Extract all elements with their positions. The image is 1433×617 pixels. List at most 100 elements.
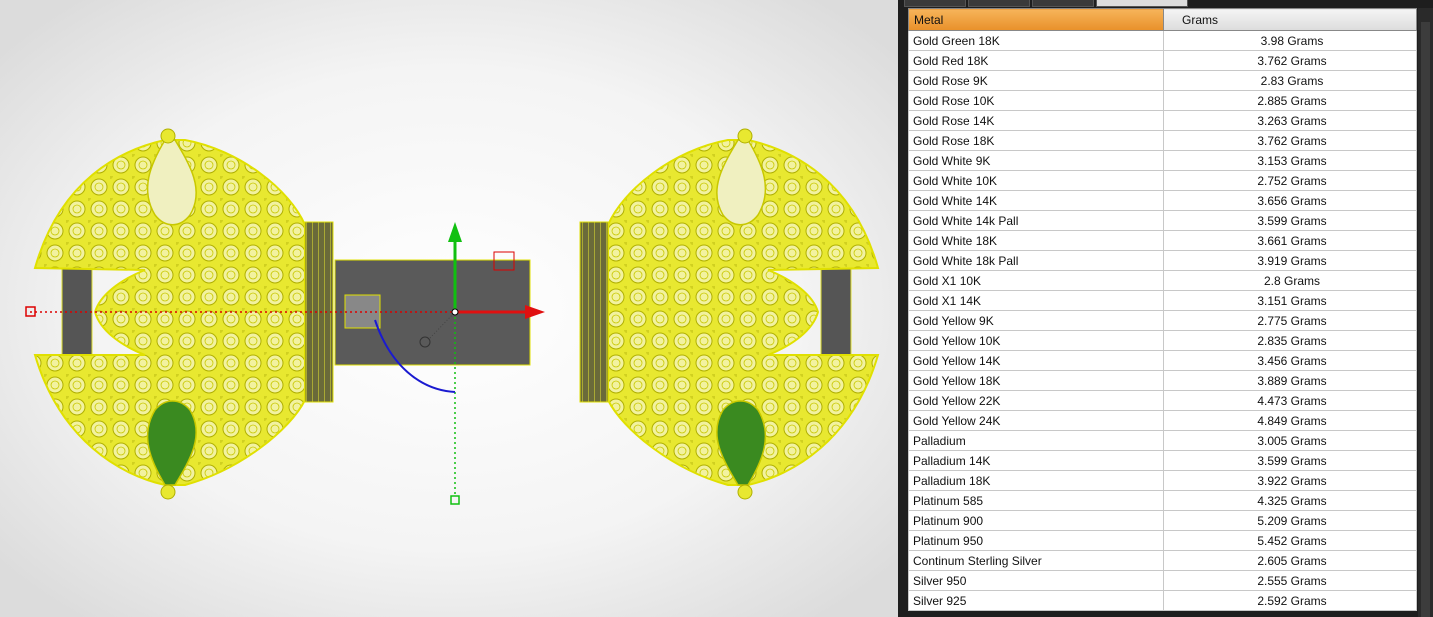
grams-cell: 3.263 Grams	[1163, 110, 1417, 131]
table-row[interactable]: Platinum 585 4.325 Grams	[908, 490, 1417, 511]
x-handle[interactable]	[25, 306, 36, 317]
metal-cell: Gold Red 18K	[908, 50, 1164, 71]
header-row: Metal Grams	[908, 8, 1417, 31]
plane-handle[interactable]	[493, 251, 515, 271]
table-row[interactable]: Silver 950 2.555 Grams	[908, 570, 1417, 591]
table-row[interactable]: Gold Rose 14K 3.263 Grams	[908, 110, 1417, 131]
table-row[interactable]: Gold Yellow 10K 2.835 Grams	[908, 330, 1417, 351]
metal-cell: Silver 950	[908, 570, 1164, 591]
table-row[interactable]: Platinum 950 5.452 Grams	[908, 530, 1417, 551]
table-row[interactable]: Palladium 3.005 Grams	[908, 430, 1417, 451]
metal-cell: Gold X1 14K	[908, 290, 1164, 311]
table-row[interactable]: Palladium 14K 3.599 Grams	[908, 450, 1417, 471]
grams-cell: 4.325 Grams	[1163, 490, 1417, 511]
viewport[interactable]	[0, 0, 898, 617]
metal-cell: Silver 925	[908, 590, 1164, 611]
metal-cell: Gold White 18k Pall	[908, 250, 1164, 271]
grams-cell: 3.599 Grams	[1163, 210, 1417, 231]
metal-cell: Gold X1 10K	[908, 270, 1164, 291]
table-row[interactable]: Gold White 14K 3.656 Grams	[908, 190, 1417, 211]
grams-cell: 3.151 Grams	[1163, 290, 1417, 311]
grams-cell: 2.83 Grams	[1163, 70, 1417, 91]
metal-cell: Gold Yellow 24K	[908, 410, 1164, 431]
metal-cell: Gold White 18K	[908, 230, 1164, 251]
table-row[interactable]: Gold White 18K 3.661 Grams	[908, 230, 1417, 251]
grams-cell: 3.922 Grams	[1163, 470, 1417, 491]
metal-cell: Gold Yellow 10K	[908, 330, 1164, 351]
metal-cell: Platinum 900	[908, 510, 1164, 531]
table-row[interactable]: Silver 925 2.592 Grams	[908, 590, 1417, 611]
metal-cell: Gold White 14K	[908, 190, 1164, 211]
y-arrow[interactable]	[448, 222, 462, 242]
table-row[interactable]: Continum Sterling Silver 2.605 Grams	[908, 550, 1417, 571]
metal-cell: Gold Rose 14K	[908, 110, 1164, 131]
x-arrow[interactable]	[525, 305, 545, 319]
metal-cell: Platinum 950	[908, 530, 1164, 551]
grams-cell: 2.8 Grams	[1163, 270, 1417, 291]
table-row[interactable]: Gold Rose 9K 2.83 Grams	[908, 70, 1417, 91]
table-row[interactable]: Gold White 10K 2.752 Grams	[908, 170, 1417, 191]
grams-cell: 2.752 Grams	[1163, 170, 1417, 191]
grams-cell: 3.762 Grams	[1163, 130, 1417, 151]
table-row[interactable]: Gold Red 18K 3.762 Grams	[908, 50, 1417, 71]
grams-cell: 4.849 Grams	[1163, 410, 1417, 431]
grams-cell: 2.555 Grams	[1163, 570, 1417, 591]
metal-cell: Gold Yellow 14K	[908, 350, 1164, 371]
scale-line	[429, 311, 456, 339]
table-row[interactable]: Gold Yellow 14K 3.456 Grams	[908, 350, 1417, 371]
metal-cell: Gold Yellow 18K	[908, 370, 1164, 391]
metal-cell: Palladium	[908, 430, 1164, 451]
grams-cell: 5.209 Grams	[1163, 510, 1417, 531]
grams-cell: 2.592 Grams	[1163, 590, 1417, 611]
scrollbar[interactable]	[1418, 8, 1433, 617]
grams-cell: 3.656 Grams	[1163, 190, 1417, 211]
grams-cell: 3.005 Grams	[1163, 430, 1417, 451]
tab[interactable]	[1032, 0, 1094, 7]
table-row[interactable]: Gold Green 18K 3.98 Grams	[908, 30, 1417, 51]
metal-cell: Continum Sterling Silver	[908, 550, 1164, 571]
column-header[interactable]: Grams	[1163, 8, 1417, 31]
metal-cell: Gold Rose 10K	[908, 90, 1164, 111]
grams-cell: 3.661 Grams	[1163, 230, 1417, 251]
tab[interactable]	[1096, 0, 1188, 7]
table-row[interactable]: Gold White 9K 3.153 Grams	[908, 150, 1417, 171]
column-header[interactable]: Metal	[908, 8, 1164, 31]
metal-cell: Gold Green 18K	[908, 30, 1164, 51]
table-row[interactable]: Gold Yellow 18K 3.889 Grams	[908, 370, 1417, 391]
grams-cell: 2.885 Grams	[1163, 90, 1417, 111]
grams-cell: 4.473 Grams	[1163, 390, 1417, 411]
table-row[interactable]: Gold Rose 10K 2.885 Grams	[908, 90, 1417, 111]
scroll-thumb[interactable]	[1421, 22, 1430, 617]
gizmo-center[interactable]	[451, 308, 459, 316]
metal-cell: Gold White 10K	[908, 170, 1164, 191]
grams-cell: 3.153 Grams	[1163, 150, 1417, 171]
grams-cell: 3.456 Grams	[1163, 350, 1417, 371]
table-row[interactable]: Gold Yellow 24K 4.849 Grams	[908, 410, 1417, 431]
tab[interactable]	[904, 0, 966, 7]
metal-cell: Gold Yellow 9K	[908, 310, 1164, 331]
metal-cell: Palladium 18K	[908, 470, 1164, 491]
metal-cell: Palladium 14K	[908, 450, 1164, 471]
table-row[interactable]: Platinum 900 5.209 Grams	[908, 510, 1417, 531]
table-row[interactable]: Gold Rose 18K 3.762 Grams	[908, 130, 1417, 151]
grams-cell: 2.605 Grams	[1163, 550, 1417, 571]
table-row[interactable]: Gold X1 14K 3.151 Grams	[908, 290, 1417, 311]
table-row[interactable]: Gold Yellow 22K 4.473 Grams	[908, 390, 1417, 411]
table-row[interactable]: Palladium 18K 3.922 Grams	[908, 470, 1417, 491]
metal-cell: Gold Rose 9K	[908, 70, 1164, 91]
metal-weight-table: Metal Grams Gold Green 18K 3.98 Grams Gold…	[908, 8, 1417, 611]
metal-cell: Platinum 585	[908, 490, 1164, 511]
table-row[interactable]: Gold X1 10K 2.8 Grams	[908, 270, 1417, 291]
table-row[interactable]: Gold White 14k Pall 3.599 Grams	[908, 210, 1417, 231]
y-handle[interactable]	[450, 495, 460, 505]
grams-cell: 3.599 Grams	[1163, 450, 1417, 471]
tab-strip	[904, 0, 1324, 7]
scale-handle[interactable]	[419, 336, 431, 348]
table-row[interactable]: Gold Yellow 9K 2.775 Grams	[908, 310, 1417, 331]
grams-cell: 3.762 Grams	[1163, 50, 1417, 71]
table-row[interactable]: Gold White 18k Pall 3.919 Grams	[908, 250, 1417, 271]
grams-cell: 3.98 Grams	[1163, 30, 1417, 51]
tab[interactable]	[968, 0, 1030, 7]
rotation-arc[interactable]	[374, 319, 456, 393]
